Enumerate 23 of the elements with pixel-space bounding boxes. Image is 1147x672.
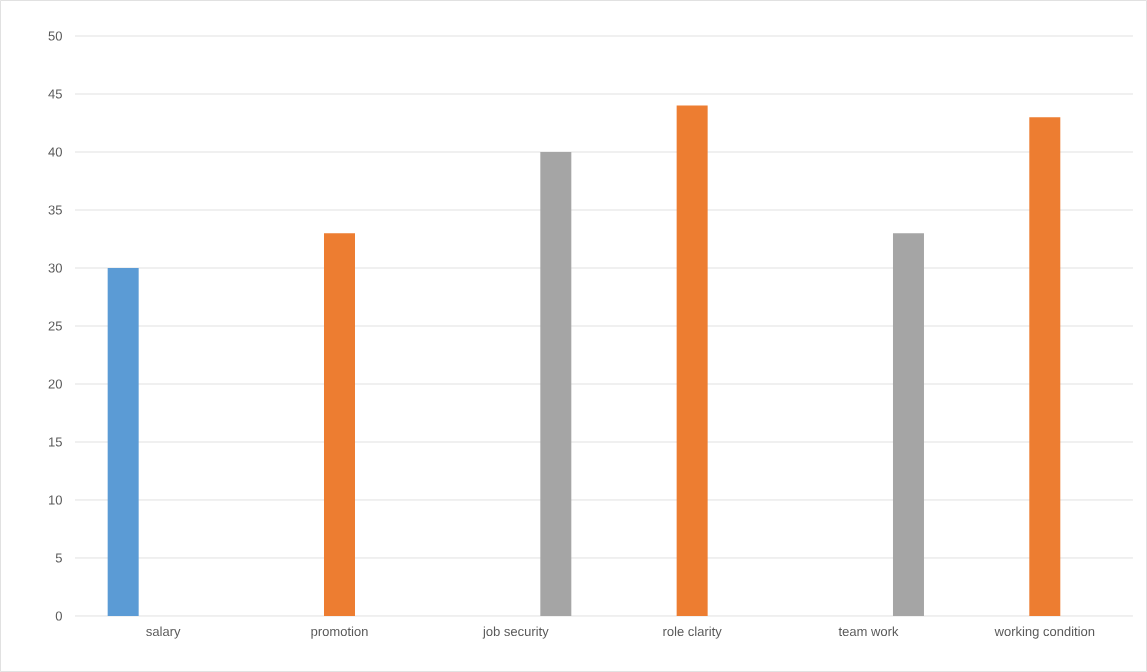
y-tick-label: 5 [55,553,62,563]
y-tick-label: 20 [48,379,62,389]
x-tick-label: promotion [311,626,368,639]
y-tick-label: 25 [48,321,62,331]
bar [107,267,139,616]
bar [540,151,572,616]
y-tick-label: 50 [48,31,62,41]
x-tick-label: salary [146,626,181,639]
y-tick-label: 0 [55,611,62,621]
bar [892,233,924,616]
y-tick-label: 35 [48,205,62,215]
x-tick-label: role clarity [663,626,722,639]
y-tick-label: 15 [49,437,62,447]
y-tick-label: 10 [49,495,62,505]
bar [676,105,708,616]
bar [324,233,355,616]
bar [1029,117,1061,616]
y-tick-label: 30 [48,263,62,273]
x-tick-label: team work [838,626,899,637]
x-tick-label: working condition [994,626,1095,639]
x-tick-label: job security [482,626,549,639]
y-tick-label: 45 [48,89,62,99]
y-tick-label: 40 [48,147,62,157]
